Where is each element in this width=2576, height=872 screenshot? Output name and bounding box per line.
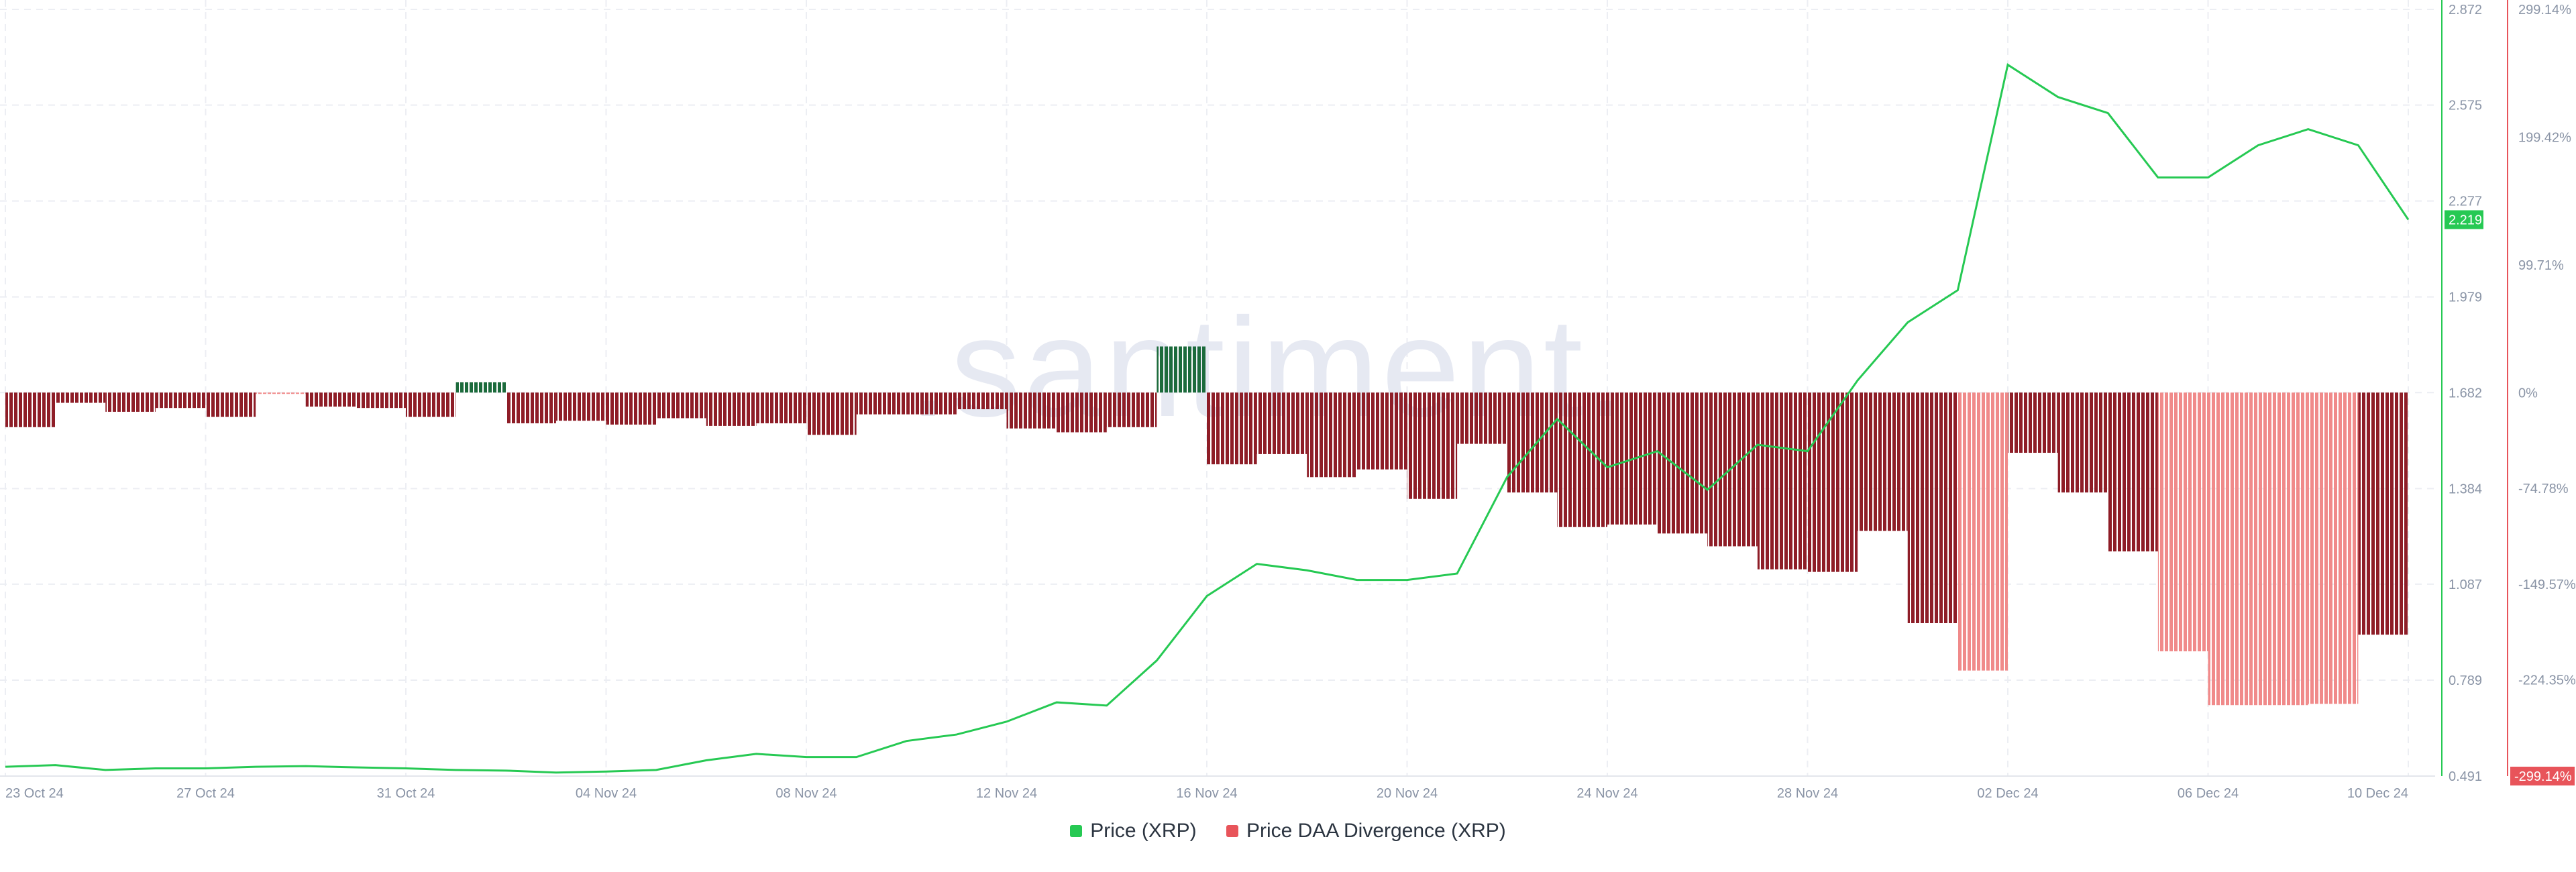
divergence-bar-17 (856, 392, 907, 415)
divergence-bar-11 (555, 392, 606, 421)
divergence-bar-8 (406, 392, 456, 417)
divergence-tick-label: 99.71% (2518, 258, 2564, 273)
divergence-bar-26 (1307, 392, 1357, 478)
legend-item-divergence[interactable]: Price DAA Divergence (XRP) (1226, 820, 1506, 842)
divergence-bar-4 (205, 392, 256, 417)
divergence-bars (5, 346, 2408, 706)
divergence-bar-33 (1657, 392, 1708, 534)
divergence-axis: 299.14% 199.42% 99.71% 0% -74.78% -149.57% -22… (2507, 0, 2576, 785)
divergence-bar-9 (455, 382, 506, 393)
price-tick-label: 2.872 (2449, 3, 2482, 17)
price-tick-label: 1.087 (2449, 578, 2482, 592)
divergence-bar-37 (1858, 392, 1908, 531)
divergence-tick-label: 0% (2518, 386, 2538, 400)
divergence-bar-7 (356, 392, 406, 408)
divergence-tick-label: 199.42% (2518, 130, 2571, 145)
x-tick-label: 06 Dec 24 (2178, 786, 2239, 801)
divergence-bar-23 (1157, 346, 1207, 393)
divergence-bar-18 (906, 392, 957, 415)
x-tick-label: 12 Nov 24 (976, 786, 1037, 801)
legend-label-price: Price (XRP) (1090, 820, 1197, 842)
divergence-bar-43 (2157, 392, 2208, 652)
divergence-bar-13 (656, 392, 706, 419)
price-tick-label: 0.789 (2449, 673, 2482, 688)
divergence-bottom-badge (2510, 767, 2575, 785)
divergence-bar-22 (1106, 392, 1157, 427)
divergence-bar-15 (756, 392, 806, 424)
divergence-bar-36 (1807, 392, 1858, 572)
divergence-bar-42 (2108, 392, 2158, 552)
divergence-bar-21 (1057, 392, 1107, 433)
x-axis: 23 Oct 24 27 Oct 24 31 Oct 24 04 Nov 24 08 N… (0, 775, 2435, 801)
divergence-bar-47 (2358, 392, 2408, 635)
x-tick-label: 23 Oct 24 (5, 786, 64, 801)
price-current-value: 2.219 (2449, 213, 2482, 227)
divergence-bar-16 (806, 392, 857, 435)
legend-item-price[interactable]: Price (XRP) (1070, 820, 1197, 842)
divergence-tick-label: -74.78% (2518, 482, 2569, 496)
divergence-bar-44 (2208, 392, 2259, 706)
x-tick-label: 16 Nov 24 (1176, 786, 1237, 801)
price-line (5, 63, 2410, 774)
divergence-bar-35 (1757, 392, 1808, 569)
divergence-bar-2 (105, 392, 156, 412)
price-tick-label: 1.384 (2449, 482, 2482, 496)
x-tick-label: 08 Nov 24 (775, 786, 837, 801)
divergence-bar-38 (1907, 392, 1958, 624)
divergence-bar-20 (1006, 392, 1057, 429)
divergence-bottom-value: -299.14% (2514, 769, 2572, 784)
x-tick-label: 20 Nov 24 (1377, 786, 1438, 801)
x-tick-label: 31 Oct 24 (377, 786, 435, 801)
divergence-bar-14 (706, 392, 757, 426)
x-tick-label: 28 Nov 24 (1777, 786, 1838, 801)
divergence-bar-0 (5, 392, 56, 427)
price-current-badge (2445, 210, 2483, 229)
x-tick-label: 24 Nov 24 (1576, 786, 1638, 801)
divergence-bar-45 (2258, 392, 2308, 706)
divergence-tick-label: 299.14% (2518, 3, 2571, 17)
legend-swatch-divergence (1226, 825, 1238, 837)
price-tick-label: 2.575 (2449, 99, 2482, 113)
divergence-bar-30 (1507, 392, 1558, 493)
divergence-bar-19 (956, 392, 1007, 410)
divergence-bar-12 (606, 392, 657, 425)
price-tick-label: 1.979 (2449, 290, 2482, 305)
divergence-bar-25 (1256, 392, 1307, 454)
divergence-tick-label: -149.57% (2518, 578, 2576, 592)
divergence-bar-24 (1207, 392, 1257, 465)
price-axis: 2.872 2.575 2.277 1.979 1.682 1.384 1.087 0.789… (2441, 0, 2483, 784)
x-tick-label: 27 Oct 24 (176, 786, 235, 801)
divergence-bar-27 (1356, 392, 1407, 470)
price-tick-label: 0.491 (2449, 769, 2482, 784)
x-tick-label: 04 Nov 24 (576, 786, 637, 801)
divergence-bar-5 (256, 392, 306, 394)
price-tick-label: 2.277 (2449, 195, 2482, 209)
divergence-bar-6 (305, 392, 356, 407)
divergence-bar-28 (1407, 392, 1458, 499)
divergence-bar-41 (2057, 392, 2108, 493)
divergence-bar-1 (55, 392, 106, 403)
price-line-group (5, 63, 2410, 774)
divergence-bar-34 (1707, 392, 1758, 547)
x-tick-label: 02 Dec 24 (1977, 786, 2038, 801)
legend-swatch-price (1070, 825, 1083, 837)
divergence-bar-10 (506, 392, 556, 424)
divergence-bar-3 (155, 392, 206, 408)
divergence-tick-label: -224.35% (2518, 673, 2576, 688)
divergence-bar-39 (1957, 392, 2008, 671)
divergence-bar-29 (1457, 392, 1507, 444)
divergence-bar-46 (2308, 392, 2359, 704)
price-tick-label: 1.682 (2449, 386, 2482, 400)
x-tick-label: 10 Dec 24 (2347, 786, 2408, 801)
legend: Price (XRP) Price DAA Divergence (XRP) (0, 820, 2576, 842)
legend-label-divergence: Price DAA Divergence (XRP) (1246, 820, 1506, 842)
divergence-bar-40 (2008, 392, 2058, 453)
